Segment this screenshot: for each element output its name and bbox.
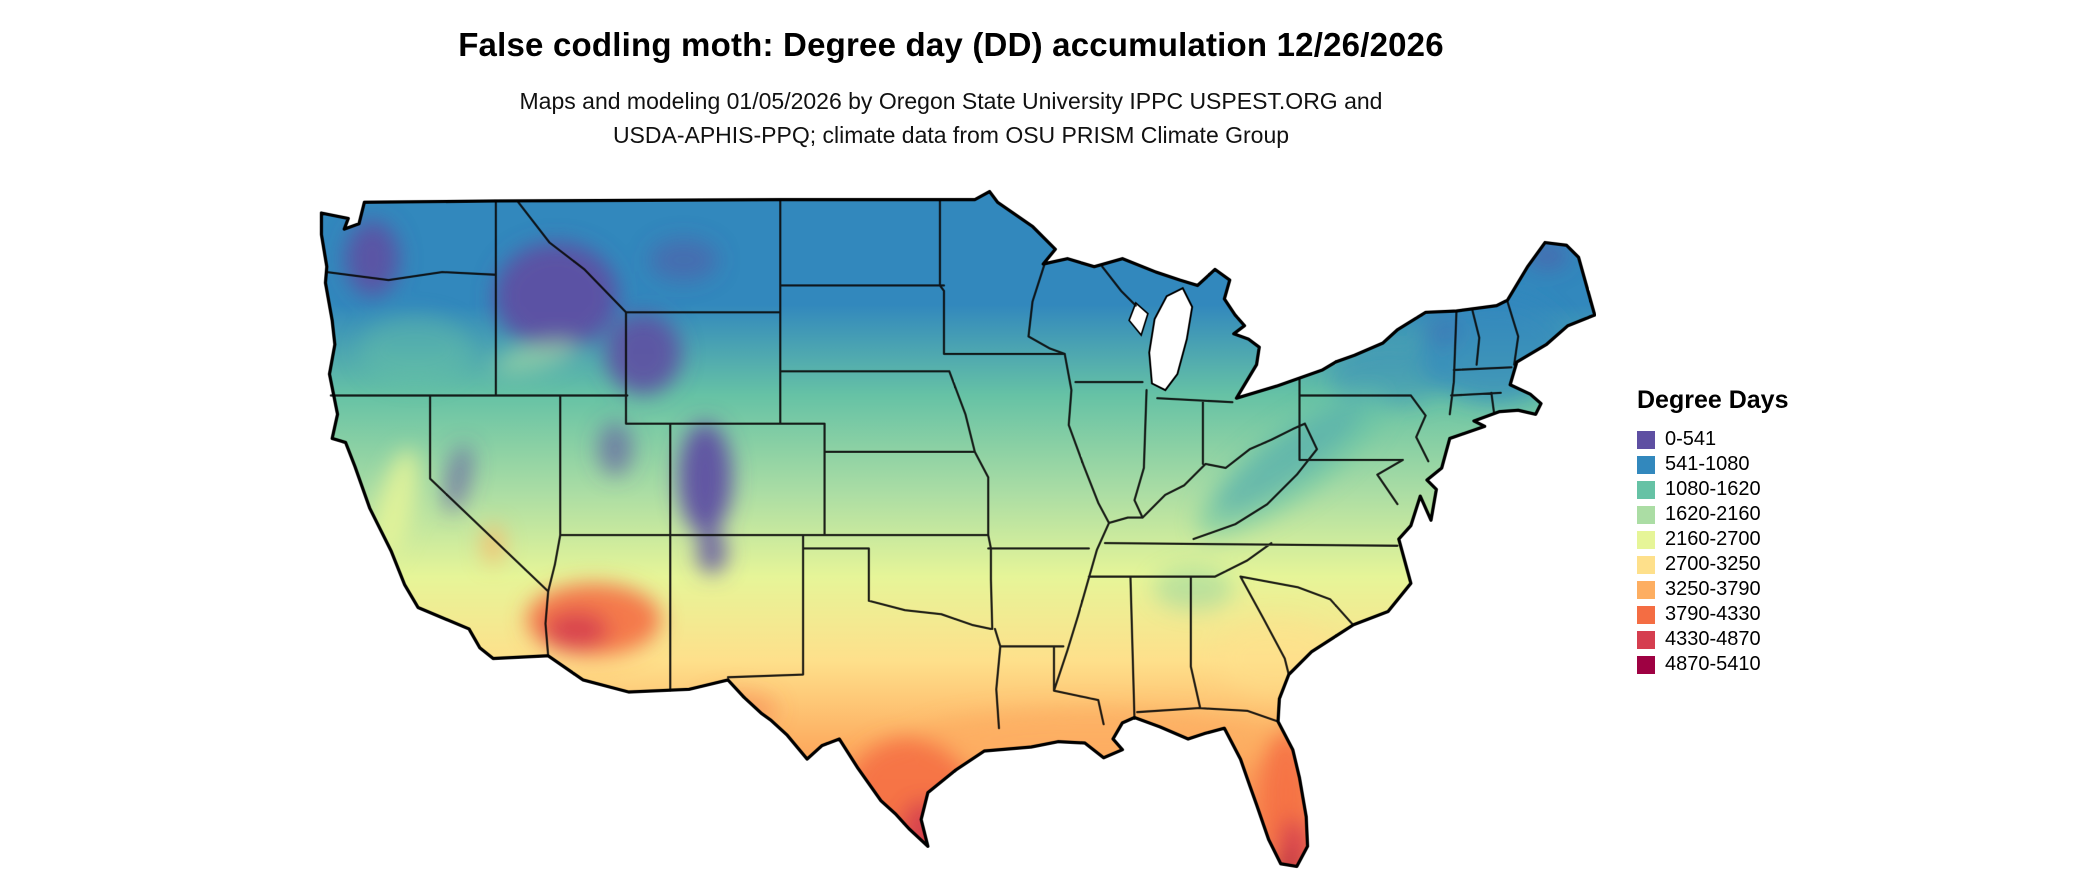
legend-label: 2160-2700 [1665, 528, 1761, 550]
legend-swatch [1637, 605, 1655, 624]
legend-item: 1620-2160 [1637, 502, 1788, 527]
legend-item: 3250-3790 [1637, 577, 1788, 602]
legend-label: 3790-4330 [1665, 603, 1761, 625]
legend-swatch [1637, 505, 1655, 524]
legend-item: 1080-1620 [1637, 477, 1788, 502]
legend-swatch [1637, 480, 1655, 499]
legend-item: 3790-4330 [1637, 602, 1788, 627]
legend-item: 0-541 [1637, 427, 1788, 452]
subtitle-line-2: USDA-APHIS-PPQ; climate data from OSU PR… [612, 122, 1290, 148]
legend-item: 4330-4870 [1637, 627, 1788, 652]
legend-title: Degree Days [1637, 386, 1789, 414]
legend-items: 0-541 541-1080 1080-1620 1620-2160 2160-… [1637, 427, 1788, 677]
legend-label: 1620-2160 [1665, 503, 1761, 525]
state-borders [325, 198, 1520, 730]
legend-label: 4870-5410 [1665, 653, 1761, 675]
us-map-svg [319, 189, 1596, 869]
legend-swatch [1637, 430, 1655, 449]
legend-label: 1080-1620 [1665, 478, 1761, 500]
us-outline [319, 189, 1596, 869]
page-subtitle: Maps and modeling 01/05/2026 by Oregon S… [0, 84, 1902, 152]
legend: Degree Days 0-541 541-1080 1080-1620 162… [1637, 386, 1788, 677]
legend-label: 3250-3790 [1665, 578, 1761, 600]
us-degree-day-map [308, 186, 1596, 884]
page-title: False codling moth: Degree day (DD) accu… [458, 26, 1444, 63]
legend-swatch [1637, 630, 1655, 649]
subtitle-line-1: Maps and modeling 01/05/2026 by Oregon S… [519, 88, 1383, 114]
legend-item: 2160-2700 [1637, 527, 1788, 552]
lake-michigan [1148, 286, 1194, 392]
legend-label: 0-541 [1665, 428, 1717, 450]
legend-item: 541-1080 [1637, 452, 1788, 477]
legend-label: 541-1080 [1665, 453, 1750, 475]
legend-item: 4870-5410 [1637, 652, 1788, 677]
legend-item: 2700-3250 [1637, 552, 1788, 577]
legend-label: 4330-4870 [1665, 628, 1761, 650]
legend-swatch [1637, 455, 1655, 474]
legend-label: 2700-3250 [1665, 553, 1761, 575]
legend-swatch [1637, 530, 1655, 549]
green-bay [1128, 301, 1149, 337]
legend-swatch [1637, 655, 1655, 674]
legend-swatch [1637, 580, 1655, 599]
legend-swatch [1637, 555, 1655, 574]
